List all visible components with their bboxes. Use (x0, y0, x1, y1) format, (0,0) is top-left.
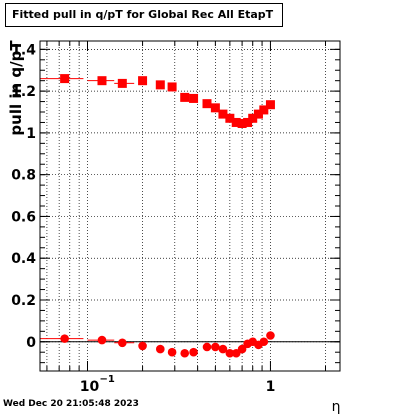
square-marker (167, 82, 177, 92)
y-tick-label: 0.8 (11, 168, 36, 184)
square-marker (138, 76, 148, 86)
x-tick-label-exponent: −1 (99, 374, 114, 385)
x-axis-label: η (332, 399, 341, 414)
square-marker (189, 93, 199, 103)
circle-marker (218, 344, 228, 354)
circle-marker (60, 334, 69, 343)
square-marker (202, 99, 212, 109)
circle-marker (118, 338, 127, 348)
square-marker (253, 109, 263, 119)
grid-lines (40, 41, 340, 371)
circle-marker (211, 342, 220, 352)
square-marker (218, 109, 228, 119)
chart-title: Fitted pull in q/pT for Global Rec All E… (5, 3, 283, 27)
square-marker (243, 117, 253, 127)
square-marker (259, 105, 269, 115)
circle-marker (237, 344, 247, 354)
square-marker (225, 113, 235, 123)
y-tick-label: 0.4 (11, 251, 36, 267)
x-tick-label: 10 (80, 379, 100, 395)
circle-marker (155, 344, 165, 354)
square-marker (97, 76, 107, 86)
error-bars (40, 78, 135, 344)
circle-marker (180, 348, 190, 358)
axis-ticks (40, 41, 340, 371)
data-points (60, 74, 275, 358)
y-tick-label: 1.4 (11, 42, 36, 58)
square-marker (180, 92, 190, 102)
circle-marker (138, 341, 147, 351)
circle-marker (225, 348, 235, 358)
circle-marker (259, 337, 269, 347)
square-marker (231, 117, 241, 127)
circle-marker (202, 342, 212, 352)
y-tick-label: 1.2 (11, 84, 36, 100)
x-tick-label: 1 (266, 379, 276, 395)
square-marker (155, 80, 165, 90)
y-tick-label: 0.6 (11, 209, 36, 225)
tick-labels: 0 0.2 0.4 0.6 0.8 1 1.2 1.4 10 −1 1 (11, 42, 275, 395)
circle-marker (97, 335, 107, 345)
square-marker (248, 113, 258, 123)
circle-marker (167, 347, 177, 357)
y-tick-label: 0.2 (11, 293, 36, 309)
square-marker (117, 78, 127, 88)
y-tick-label: 0 (26, 335, 36, 351)
square-marker (237, 119, 247, 128)
square-marker (265, 100, 275, 110)
plot-frame (39, 40, 341, 372)
square-marker (60, 74, 70, 84)
circle-marker (266, 331, 275, 340)
timestamp: Wed Dec 20 21:05:48 2023 (3, 399, 139, 409)
circle-marker (189, 347, 198, 357)
y-axis-label: pull in q/pT (7, 40, 25, 136)
y-tick-label: 1 (26, 126, 36, 142)
square-marker (210, 103, 220, 113)
